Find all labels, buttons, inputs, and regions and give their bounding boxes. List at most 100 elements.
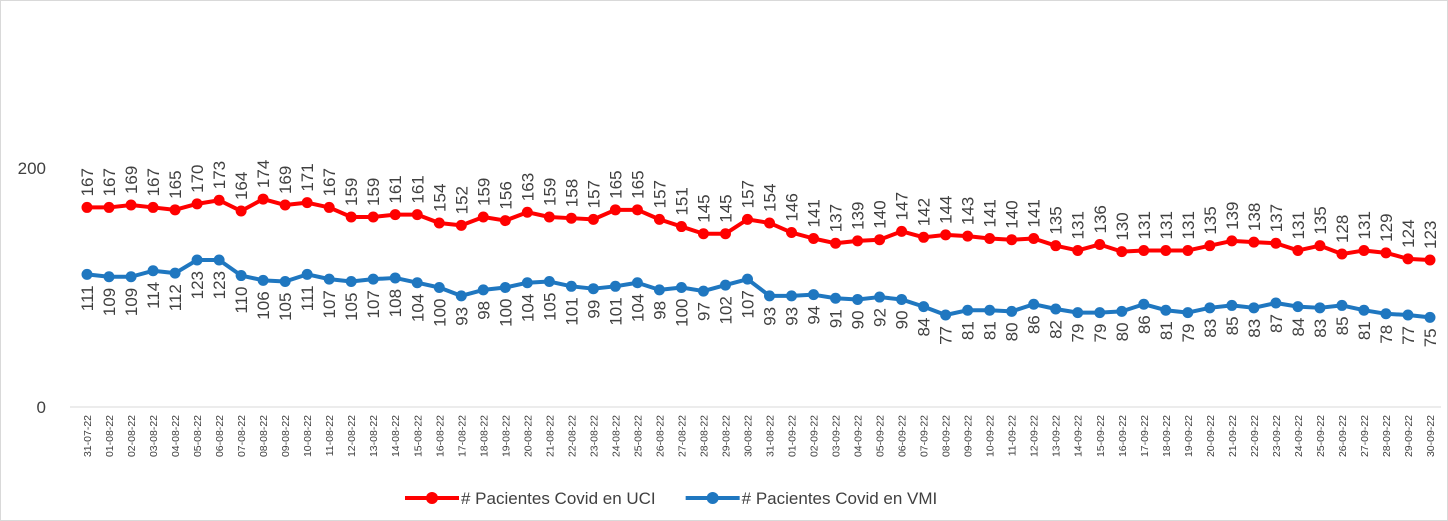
point [631,277,643,289]
x-tick-label: 13-09-22 [1051,415,1063,457]
point [565,212,577,224]
data-label: 156 [496,181,515,209]
point [411,277,423,289]
x-tick-label: 04-08-22 [170,415,182,457]
data-label: 101 [562,297,581,325]
point [125,199,137,211]
point [477,284,489,296]
data-label: 159 [474,178,493,206]
point [1160,304,1172,316]
data-label: 104 [518,294,537,322]
point [1270,297,1282,309]
point [147,265,159,277]
point [587,213,599,225]
data-label: 104 [628,294,647,322]
point [543,276,555,288]
data-label: 99 [584,300,603,319]
x-tick-label: 12-09-22 [1029,415,1041,457]
data-label: 167 [100,168,119,196]
point [1336,248,1348,260]
point [1028,298,1040,310]
point [191,198,203,210]
point [1028,233,1040,245]
point [587,283,599,295]
point [1270,237,1282,249]
point [323,273,335,285]
data-label: 79 [1179,324,1198,343]
data-label: 140 [1003,200,1022,228]
data-label: 107 [364,290,383,318]
data-label: 97 [694,302,713,321]
point [896,293,908,305]
point [257,193,269,205]
point [433,217,445,229]
x-tick-label: 10-09-22 [985,415,997,457]
point [764,290,776,302]
point [609,280,621,292]
data-label: 130 [1113,212,1132,240]
data-label: 83 [1245,319,1264,338]
data-label: 75 [1421,328,1440,347]
data-label: 104 [408,294,427,322]
data-label: 100 [496,299,515,327]
data-label: 145 [694,194,713,222]
data-label: 100 [430,299,449,327]
x-tick-label: 19-09-22 [1183,415,1195,457]
point [1006,234,1018,246]
data-label: 151 [672,187,691,215]
x-tick-label: 25-08-22 [632,415,644,457]
data-label: 131 [1069,211,1088,239]
point [499,282,511,293]
data-label: 135 [1201,206,1220,234]
x-tick-label: 24-08-22 [610,415,622,457]
data-label: 137 [827,204,846,232]
data-label: 169 [276,166,295,194]
x-tick-label: 06-09-22 [897,415,909,457]
data-label: 102 [716,296,735,324]
point [433,282,445,293]
data-label: 90 [849,310,868,329]
data-label: 111 [78,285,97,311]
point [1138,244,1150,256]
point [1248,302,1260,314]
data-label: 164 [232,172,251,200]
point [1226,235,1238,247]
data-label: 123 [1421,221,1440,249]
point [1094,307,1106,319]
x-tick-label: 15-09-22 [1095,415,1107,457]
point [675,221,687,233]
point [125,271,137,283]
x-tick-label: 24-09-22 [1293,415,1305,457]
x-tick-label: 09-09-22 [963,415,975,457]
point [147,201,159,213]
data-label: 81 [1355,321,1374,340]
point [1226,299,1238,311]
data-label: 131 [1157,211,1176,239]
point [1380,247,1392,259]
point [653,284,665,296]
data-label: 80 [1113,322,1132,341]
point [1094,238,1106,250]
x-tick-label: 30-08-22 [742,415,754,457]
point [918,231,930,243]
data-label: 147 [893,192,912,220]
point [345,276,357,288]
point [389,209,401,221]
data-label: 142 [915,198,934,226]
point [81,268,93,280]
x-tick-label: 28-08-22 [698,415,710,457]
x-tick-label: 04-09-22 [853,415,865,457]
data-label: 136 [1091,205,1110,233]
data-label: 167 [78,168,97,196]
data-label: 93 [761,307,780,326]
data-label: 83 [1201,319,1220,338]
point [1138,298,1150,310]
point [830,237,842,249]
x-tick-label: 08-09-22 [941,415,953,457]
data-label: 105 [342,293,361,321]
point [940,309,952,321]
point [764,217,776,229]
point [103,271,115,283]
point [874,291,886,303]
